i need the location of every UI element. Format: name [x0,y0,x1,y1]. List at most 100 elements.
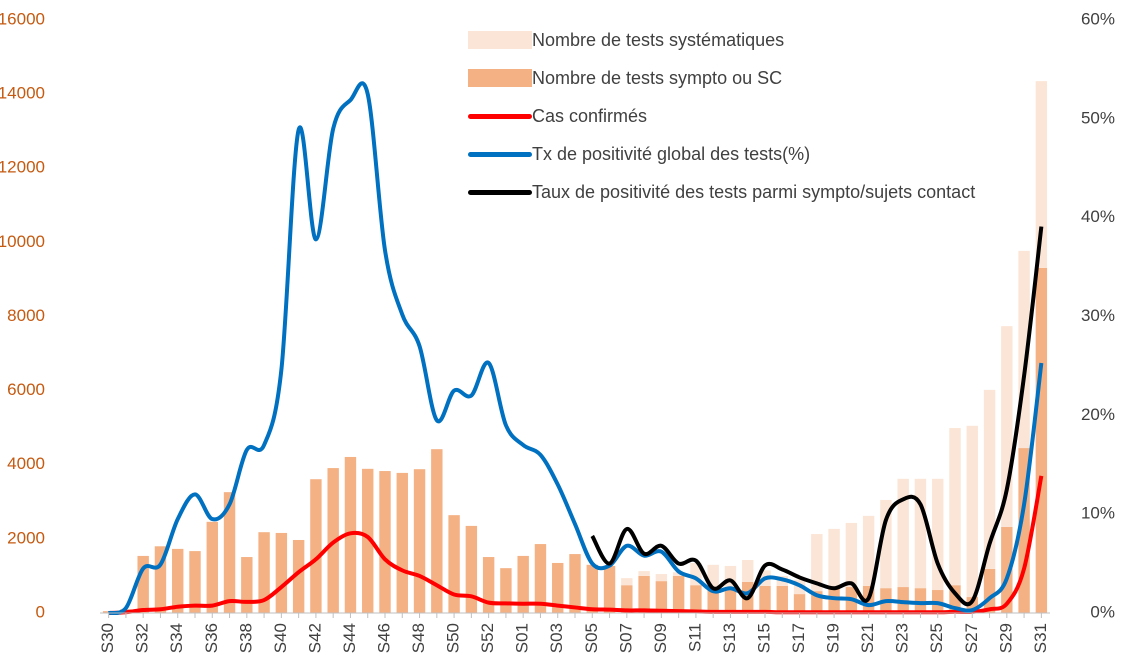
x-tick-label: S40 [271,623,290,653]
bar [724,588,737,613]
bar [482,557,495,613]
bar [1018,250,1030,449]
x-tick-label: S29 [996,623,1015,653]
y-tick-label: 8000 [7,306,45,325]
y-tick-label: 0 [36,602,45,621]
y2-tick-label: 20% [1081,405,1115,424]
legend-symbol [468,69,532,87]
x-tick-label: S38 [236,623,255,653]
bar [880,499,892,589]
bar [672,572,685,576]
line [108,81,1044,616]
x-tick-label: S46 [374,623,393,653]
bar [1001,326,1013,528]
bar [707,564,719,591]
x-tick-label: S23 [893,623,912,653]
legend-symbol [468,114,532,119]
line [590,226,1044,607]
bar [759,585,771,613]
bar [258,532,270,613]
bar [448,515,460,613]
bar [1018,448,1030,613]
x-tick-label: S01 [513,623,532,653]
legend-label: Taux de positivité des tests parmi sympt… [532,182,976,202]
x-tick-label: S32 [133,623,152,653]
x-tick-label: S42 [305,623,324,653]
x-tick-label: S21 [858,623,877,653]
y2-tick-label: 0% [1090,602,1115,621]
x-tick-label: S36 [202,623,221,653]
bar [552,562,564,613]
bar [742,560,754,582]
x-tick-label: S15 [754,623,773,653]
legend-item: Nombre de tests systématiques [468,28,1008,52]
legend-label: Cas confirmés [532,106,648,126]
y-tick-label: 2000 [7,528,45,547]
bar [603,565,616,613]
x-tick-label: S19 [824,623,843,653]
y2-tick-label: 40% [1081,207,1115,226]
bar [586,564,598,613]
bar [966,597,978,613]
bar [292,539,305,613]
bar [154,546,167,613]
bar [862,515,875,586]
x-tick-label: S09 [651,623,670,653]
legend-symbol [468,31,532,49]
legend-symbol [468,152,532,157]
bar [241,557,253,613]
legend-label: Nombre de tests sympto ou SC [532,68,783,88]
bar [1035,81,1048,268]
x-tick-label: S25 [927,623,946,653]
legend-item: Tx de positivité global des tests(%) [468,142,1008,166]
bar [655,581,668,613]
bar [949,585,961,613]
bar [690,585,702,613]
bar [275,532,288,613]
legend: Nombre de tests systématiques Nombre de t… [468,28,1008,218]
bar [672,575,685,613]
bar [223,492,236,613]
x-tick-label: S11 [685,623,704,652]
bar [638,571,650,576]
y-tick-label: 16000 [0,9,45,28]
x-tick-label: S50 [444,623,463,653]
y-tick-label: 10000 [0,232,45,251]
legend-item: Nombre de tests sympto ou SC [468,66,1008,90]
y2-tick-label: 30% [1081,306,1115,325]
bar [897,478,909,588]
bar [707,590,719,613]
y2-tick-label: 50% [1081,108,1115,127]
x-tick-label: S48 [409,623,428,653]
bar [776,585,788,613]
y-tick-label: 12000 [0,158,45,177]
bar [793,594,806,613]
bar [396,472,408,613]
y2-tick-label: 10% [1081,504,1115,523]
x-tick-label: S17 [789,623,808,653]
y-tick-label: 4000 [7,454,45,473]
y-tick-label: 6000 [7,380,45,399]
bar [431,449,443,613]
bar [932,478,944,591]
bar [569,554,581,613]
bar [534,544,547,613]
x-tick-label: S05 [582,623,601,653]
bar [983,389,996,569]
x-tick-label: S34 [167,623,186,653]
bar [724,565,737,589]
bar [845,522,858,588]
bar [500,568,512,613]
bar [621,585,633,613]
legend-label: Nombre de tests systématiques [532,30,785,50]
bar [655,574,668,582]
bar [413,469,426,613]
line [108,475,1044,615]
y2-tick-label: 60% [1081,9,1115,28]
legend-label: Tx de positivité global des tests(%) [532,144,811,164]
bar [379,471,391,613]
bar [172,548,184,613]
y-tick-label: 14000 [0,84,45,103]
